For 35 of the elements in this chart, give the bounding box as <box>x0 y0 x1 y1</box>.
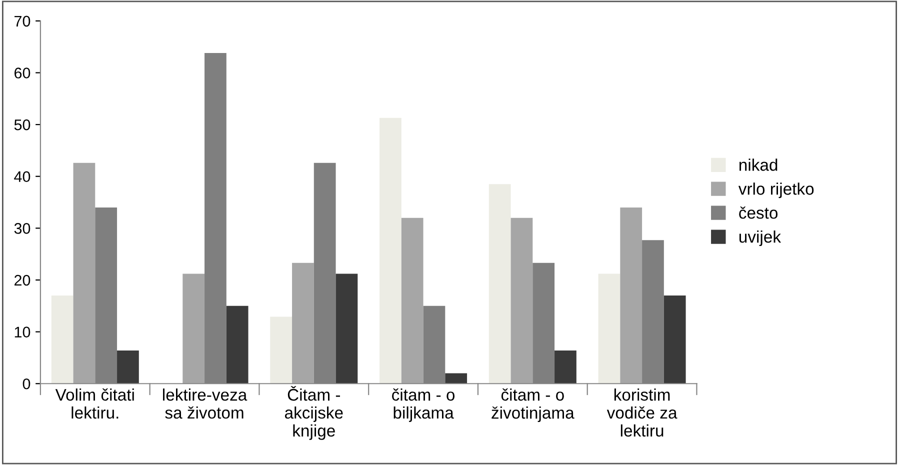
bar <box>445 373 468 384</box>
bar <box>401 218 424 384</box>
bar <box>226 306 248 384</box>
legend-label: vrlo rijetko <box>738 182 814 198</box>
bar <box>510 218 533 384</box>
bar <box>73 162 96 384</box>
bar <box>182 274 205 384</box>
bar <box>270 316 292 384</box>
y-tick-label: 0 <box>22 378 30 390</box>
x-tick-label: Čitam - akcijske knjige <box>284 386 343 440</box>
x-tick-label: lektire-veza sa životom <box>163 388 248 419</box>
bar <box>554 350 576 384</box>
bar <box>620 207 642 384</box>
x-tick-label: koristim vodiče za lektiru <box>606 388 678 437</box>
x-tick-label: čitam - o biljkama <box>392 388 455 422</box>
legend-label: nikad <box>740 158 778 171</box>
bar <box>664 296 686 384</box>
bar <box>51 296 74 384</box>
bar <box>598 274 620 384</box>
bar <box>292 262 314 384</box>
y-tick-label: 10 <box>14 326 30 338</box>
x-tick-label: čitam - o životinjama <box>492 388 574 422</box>
legend-label: uvijek <box>739 230 782 246</box>
y-tick-label: 30 <box>14 223 30 234</box>
legend-label: često <box>739 206 778 219</box>
x-tick-label: Volim čitati lektiru. <box>55 388 134 419</box>
bar <box>117 350 139 384</box>
bar <box>380 118 402 384</box>
y-tick-label: 60 <box>14 68 30 78</box>
y-tick-label: 50 <box>14 119 30 130</box>
y-tick-label: 70 <box>14 16 30 27</box>
y-tick-label: 20 <box>14 274 30 286</box>
bar <box>488 184 511 384</box>
bar <box>336 274 358 384</box>
y-tick-label: 40 <box>14 171 30 182</box>
